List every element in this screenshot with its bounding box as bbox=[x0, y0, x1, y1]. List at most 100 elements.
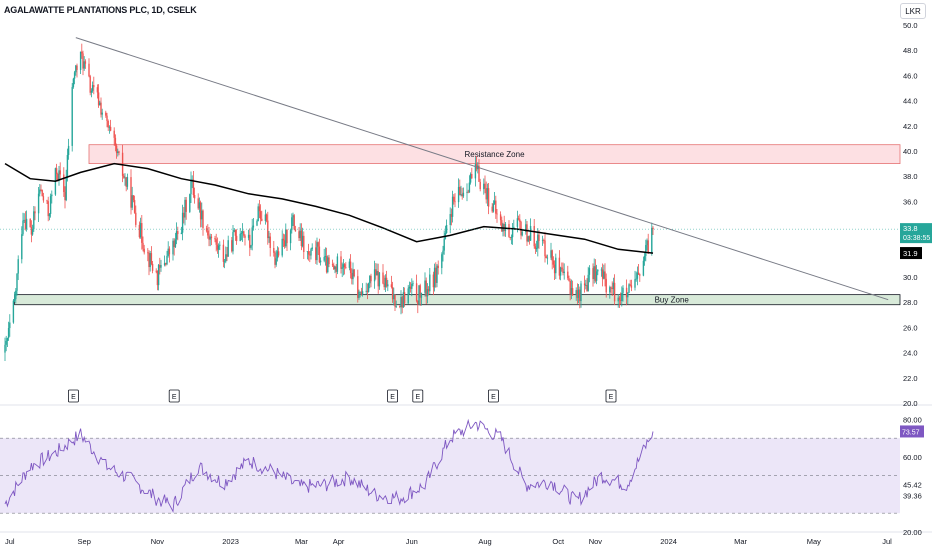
time-axis-tick: Mar bbox=[734, 537, 747, 546]
candle bbox=[191, 175, 193, 189]
candle-body bbox=[400, 297, 402, 307]
candle bbox=[526, 221, 528, 246]
candle-body bbox=[460, 194, 462, 196]
candle bbox=[268, 231, 270, 243]
candle bbox=[627, 292, 629, 305]
candle bbox=[48, 213, 51, 221]
candle bbox=[568, 275, 570, 282]
candle bbox=[499, 211, 502, 226]
candle bbox=[486, 183, 489, 207]
candle-body bbox=[466, 191, 468, 193]
candle bbox=[628, 283, 630, 294]
candle-body bbox=[58, 170, 60, 181]
candle-body bbox=[142, 242, 144, 249]
candle-body bbox=[533, 226, 535, 247]
candle-body bbox=[125, 177, 127, 187]
price-axis-tick: 36.0 bbox=[903, 197, 918, 206]
candle bbox=[55, 163, 58, 181]
candle-body bbox=[341, 267, 343, 269]
candle bbox=[378, 271, 381, 290]
candle-body bbox=[151, 263, 154, 271]
candle bbox=[250, 244, 252, 250]
candle bbox=[527, 235, 529, 243]
candle bbox=[9, 314, 11, 337]
candle bbox=[244, 234, 246, 246]
candle-body bbox=[64, 192, 66, 201]
candle bbox=[635, 271, 637, 282]
candle bbox=[509, 236, 511, 241]
candle-body bbox=[216, 244, 219, 250]
candle-body bbox=[75, 65, 77, 73]
price-axis-tick: 26.0 bbox=[903, 323, 918, 332]
candle-body bbox=[418, 285, 420, 305]
candle bbox=[417, 300, 419, 314]
price-axis-tick: 22.0 bbox=[903, 374, 918, 383]
candle bbox=[583, 275, 586, 293]
candle bbox=[403, 287, 406, 307]
candle-body bbox=[167, 248, 169, 256]
candle-body bbox=[521, 231, 523, 236]
candle-body bbox=[403, 292, 406, 304]
candle bbox=[216, 237, 219, 254]
candle-body bbox=[509, 236, 511, 238]
candle-body bbox=[377, 271, 379, 287]
candle-body bbox=[579, 289, 581, 302]
candle bbox=[361, 283, 364, 297]
candle bbox=[141, 215, 143, 250]
candle-body bbox=[487, 188, 490, 207]
candle bbox=[205, 225, 208, 233]
candle bbox=[64, 186, 66, 209]
candle-body bbox=[283, 240, 286, 247]
candle-body bbox=[201, 210, 203, 220]
candle bbox=[454, 193, 456, 208]
candle-body bbox=[585, 285, 587, 286]
candle-body bbox=[108, 126, 111, 128]
candle bbox=[629, 279, 631, 287]
candle-body bbox=[24, 219, 27, 229]
candle-body bbox=[613, 282, 616, 302]
currency-button[interactable]: LKR bbox=[900, 3, 926, 19]
candle bbox=[327, 255, 329, 274]
candle-body bbox=[48, 213, 51, 217]
candle bbox=[419, 283, 421, 306]
countdown-label: 03:38:55 bbox=[903, 235, 930, 242]
candle bbox=[534, 243, 537, 255]
earnings-marker bbox=[68, 389, 79, 403]
candle bbox=[292, 212, 294, 227]
candle bbox=[132, 195, 135, 203]
candle-body bbox=[184, 199, 186, 218]
candle bbox=[199, 200, 202, 228]
candle bbox=[525, 219, 527, 235]
candle-body bbox=[199, 202, 202, 220]
candle-body bbox=[567, 271, 569, 279]
candle-body bbox=[552, 260, 555, 265]
candle bbox=[569, 278, 571, 301]
candle bbox=[138, 221, 141, 239]
candle-body bbox=[551, 250, 553, 261]
candle bbox=[652, 226, 654, 235]
candle bbox=[491, 202, 493, 214]
candle bbox=[257, 203, 259, 222]
candle bbox=[185, 197, 187, 220]
candle bbox=[603, 264, 605, 280]
candle bbox=[165, 262, 167, 267]
candle-body bbox=[571, 288, 574, 296]
candle-body bbox=[143, 248, 145, 253]
candle bbox=[401, 295, 403, 314]
candle bbox=[226, 247, 228, 262]
candle-body bbox=[192, 179, 195, 196]
candle bbox=[97, 84, 100, 108]
candle-body bbox=[325, 256, 328, 273]
candle bbox=[256, 219, 258, 227]
candle bbox=[394, 294, 396, 311]
candle-body bbox=[586, 285, 588, 292]
candle bbox=[123, 173, 125, 179]
earnings-marker-label: E bbox=[491, 394, 496, 401]
candle-body bbox=[467, 191, 469, 193]
candle-body bbox=[535, 248, 538, 250]
candle-body bbox=[311, 247, 313, 250]
candle bbox=[81, 43, 83, 59]
candle-body bbox=[323, 257, 325, 261]
